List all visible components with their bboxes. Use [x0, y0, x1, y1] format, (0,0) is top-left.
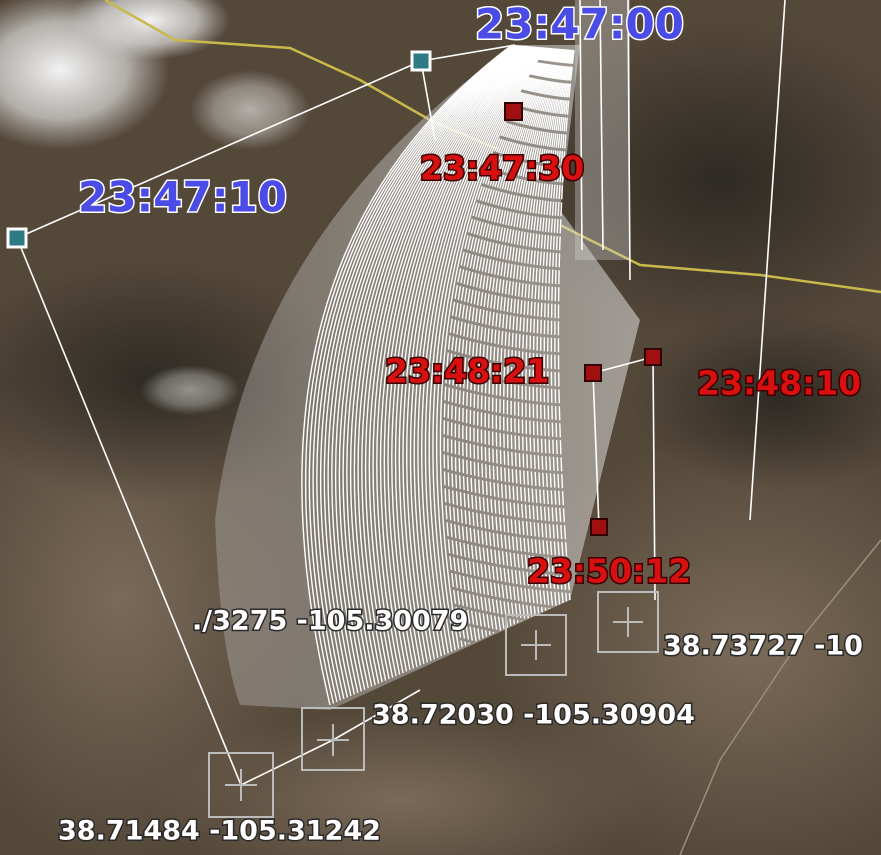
scan-line — [421, 46, 542, 657]
scan-line — [517, 49, 565, 617]
scan-line — [528, 49, 568, 613]
scan-line — [342, 45, 523, 689]
scan-line — [327, 44, 519, 695]
scan-line — [499, 48, 561, 625]
scan-line — [521, 49, 566, 616]
time-label: 23:48:21 — [385, 352, 549, 391]
scan-line — [346, 45, 524, 687]
scan-line — [547, 49, 572, 605]
scan-line — [379, 46, 532, 674]
scan-line — [532, 49, 569, 611]
scan-line — [409, 46, 539, 661]
scan-line — [394, 46, 535, 668]
scan-line — [316, 44, 517, 700]
scan-line — [331, 45, 520, 693]
time-label: 23:47:30 — [420, 149, 584, 188]
time-label: 23:47:00 — [475, 0, 684, 49]
scan-line — [391, 46, 535, 669]
scan-line — [334, 45, 521, 692]
scan-line — [323, 44, 518, 697]
scan-line — [473, 48, 554, 636]
scan-line — [301, 44, 513, 706]
scan-line — [557, 49, 575, 601]
scan-line — [543, 49, 572, 607]
scan-line — [413, 46, 540, 660]
time-label: 23:47:10 — [78, 173, 287, 222]
scan-line — [338, 45, 522, 690]
scan-line — [484, 48, 557, 631]
scan-line — [406, 46, 538, 663]
scan-line — [368, 45, 529, 678]
scan-line — [387, 46, 534, 671]
scan-line — [364, 45, 528, 680]
scan-line — [432, 47, 545, 652]
scan-line — [480, 48, 556, 633]
scan-line — [424, 46, 543, 655]
time-label: 23:50:12 — [527, 552, 691, 591]
coordinate-label: 38.71484 -105.31242 — [58, 816, 381, 847]
scan-line — [308, 44, 515, 703]
placemarks — [208, 591, 659, 818]
scan-line — [514, 48, 564, 619]
clouds — [0, 0, 310, 415]
scan-line — [503, 48, 562, 623]
scan-line — [305, 44, 514, 704]
scan-line — [349, 45, 525, 686]
scan-line — [536, 49, 570, 610]
time-label: 23:48:10 — [697, 364, 861, 403]
scan-line — [320, 44, 517, 698]
scan-line — [357, 45, 526, 683]
scan-line — [428, 47, 544, 654]
scan-line — [550, 49, 573, 604]
scan-line — [417, 46, 541, 658]
scan-line — [488, 48, 558, 630]
scan-line — [372, 45, 530, 677]
scan-line — [491, 48, 559, 628]
scan-line — [510, 48, 563, 620]
scan-line — [353, 45, 526, 684]
scan-line — [525, 49, 567, 614]
scan-line — [376, 45, 531, 675]
scan-line — [361, 45, 527, 681]
scan-line — [495, 48, 560, 626]
coordinate-label: 38.72030 -105.30904 — [372, 700, 695, 731]
markers — [6, 50, 662, 536]
scan-line — [398, 46, 536, 666]
scan-line — [477, 48, 555, 634]
scan-line — [506, 48, 563, 622]
scan-line — [402, 46, 537, 665]
coordinate-label: ./3275 -105.30079 — [192, 606, 468, 637]
scan-line — [383, 46, 533, 672]
scan-line — [539, 49, 571, 608]
scan-line — [312, 44, 516, 701]
scan-line — [554, 49, 574, 602]
coordinate-label: 38.73727 -10 — [663, 631, 863, 662]
